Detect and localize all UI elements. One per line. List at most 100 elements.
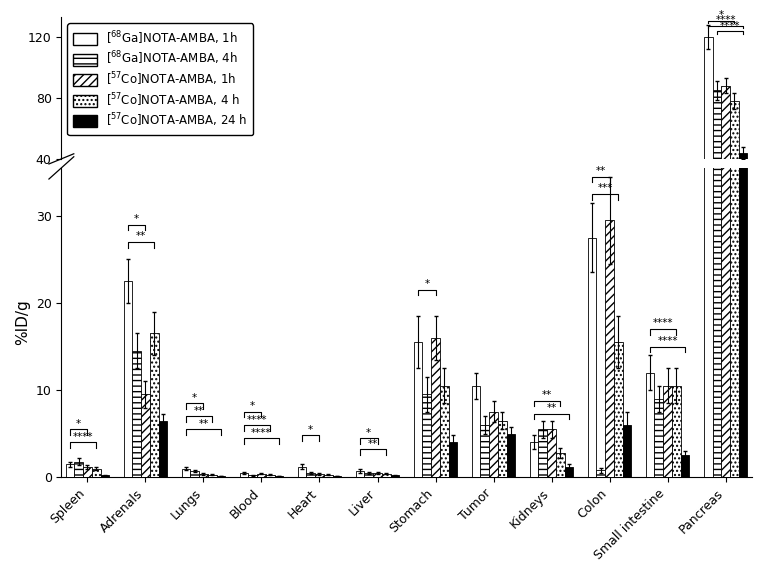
Bar <box>275 476 283 477</box>
Text: **: ** <box>368 439 378 449</box>
Bar <box>413 196 423 219</box>
Bar <box>530 442 538 477</box>
Bar <box>257 474 266 477</box>
Bar <box>597 470 605 477</box>
Bar <box>721 0 730 477</box>
Bar <box>150 333 159 477</box>
Bar <box>654 206 663 219</box>
Bar <box>298 467 307 477</box>
Bar <box>100 475 109 477</box>
Bar <box>506 212 515 219</box>
Bar <box>614 196 623 219</box>
Bar <box>506 434 515 477</box>
Text: **: ** <box>542 390 552 400</box>
Bar <box>413 342 423 477</box>
Bar <box>240 473 249 477</box>
Bar <box>315 474 324 477</box>
Bar <box>449 214 457 219</box>
Text: *: * <box>193 393 197 403</box>
Bar <box>663 386 672 477</box>
Bar <box>565 218 573 219</box>
Bar <box>159 421 167 477</box>
Bar <box>74 462 83 477</box>
Bar <box>83 218 92 219</box>
Bar <box>374 473 382 477</box>
Bar <box>739 94 747 477</box>
Bar <box>333 476 341 477</box>
Text: **: ** <box>136 231 146 241</box>
Bar <box>680 216 690 219</box>
Bar <box>721 86 730 219</box>
Text: *: * <box>424 279 430 289</box>
Legend: [$^{68}$Ga]NOTA-AMBA, 1h, [$^{68}$Ga]NOTA-AMBA, 4h, [$^{57}$Co]NOTA-AMBA, 1h, [$: [$^{68}$Ga]NOTA-AMBA, 1h, [$^{68}$Ga]NOT… <box>67 23 253 135</box>
Bar <box>92 218 100 219</box>
Bar <box>704 37 713 219</box>
Text: *: * <box>134 214 140 223</box>
Bar <box>605 175 614 219</box>
Bar <box>364 473 374 477</box>
Bar <box>199 474 208 477</box>
Text: ***: *** <box>597 183 613 193</box>
Bar <box>307 473 315 477</box>
Bar <box>382 474 390 477</box>
Bar <box>133 198 141 219</box>
Text: *: * <box>308 425 314 435</box>
Text: ****: **** <box>653 318 673 328</box>
Text: **: ** <box>199 419 209 429</box>
Bar <box>730 101 739 219</box>
Bar <box>182 469 190 477</box>
Text: **: ** <box>546 403 557 413</box>
Bar <box>190 471 199 477</box>
Text: ****: **** <box>247 414 268 424</box>
Bar <box>663 204 672 219</box>
Text: ****: **** <box>716 15 736 26</box>
Bar <box>266 475 275 477</box>
Bar <box>739 153 747 219</box>
Bar <box>730 0 739 477</box>
Bar <box>298 218 307 219</box>
Bar <box>92 469 100 477</box>
Bar <box>123 281 133 477</box>
Bar <box>547 430 556 477</box>
Y-axis label: %ID/g: %ID/g <box>15 300 30 346</box>
Bar <box>249 475 257 477</box>
Bar <box>538 430 547 477</box>
Bar <box>216 476 225 477</box>
Text: **: ** <box>596 166 606 176</box>
Bar <box>498 210 506 219</box>
Bar <box>704 0 713 477</box>
Text: *: * <box>366 428 371 438</box>
Bar <box>623 425 631 477</box>
Bar <box>489 208 498 219</box>
Bar <box>713 0 721 477</box>
Bar <box>141 395 150 477</box>
Bar <box>431 196 439 219</box>
Bar <box>66 464 74 477</box>
Bar <box>713 90 721 219</box>
Bar <box>538 211 547 219</box>
Bar <box>208 475 216 477</box>
Text: **: ** <box>194 406 204 416</box>
Bar <box>597 218 605 219</box>
Text: ****: **** <box>73 432 94 442</box>
Bar <box>324 475 333 477</box>
Bar <box>74 217 83 219</box>
Text: ****: **** <box>719 21 740 31</box>
Text: ****: **** <box>252 428 272 438</box>
Bar <box>623 211 631 219</box>
Bar <box>556 453 565 477</box>
Bar <box>646 201 654 219</box>
Bar <box>646 372 654 477</box>
Bar <box>356 471 364 477</box>
Text: ****: **** <box>657 336 678 346</box>
Text: *: * <box>76 419 81 429</box>
Text: *: * <box>719 10 724 20</box>
Bar <box>423 205 431 219</box>
Bar <box>556 215 565 219</box>
Bar <box>530 214 538 219</box>
Bar <box>141 205 150 219</box>
Bar <box>83 467 92 477</box>
Bar <box>605 220 614 477</box>
Bar <box>614 342 623 477</box>
Bar <box>423 395 431 477</box>
